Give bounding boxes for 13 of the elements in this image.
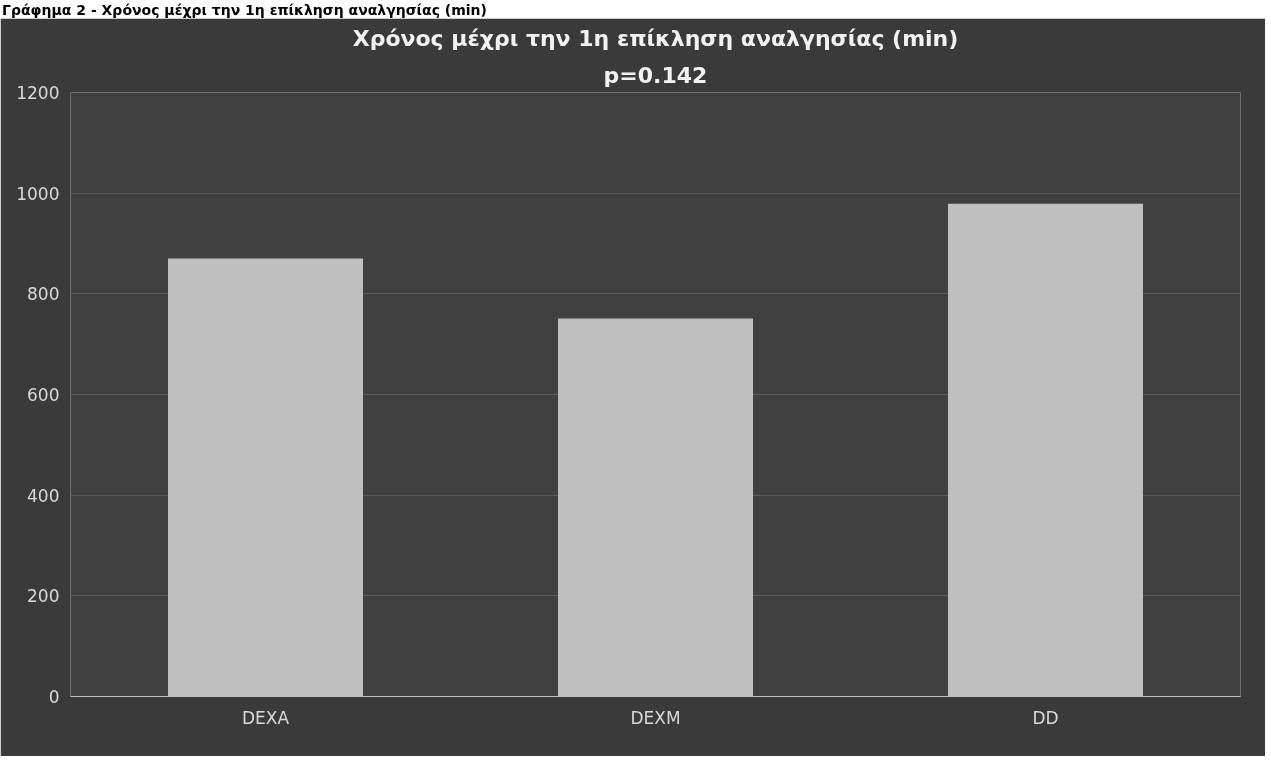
y-tick-label: 800 bbox=[27, 284, 60, 305]
x-tick-label: DEXM bbox=[630, 707, 681, 728]
chart-subtitle: p=0.142 bbox=[603, 62, 708, 88]
y-tick-label: 1200 bbox=[16, 83, 60, 103]
y-tick-label: 1000 bbox=[16, 183, 60, 204]
y-tick-label: 200 bbox=[27, 586, 60, 607]
text: Γράφημα 2 - Χρόνος μέχρι την 1η επίκληση αναλγησίας (min) bbox=[2, 1, 487, 20]
y-tick-label: 0 bbox=[48, 687, 60, 707]
y-tick-label: 400 bbox=[27, 485, 60, 506]
y-tick-label: 600 bbox=[27, 385, 60, 405]
x-tick-label: DEXA bbox=[241, 707, 290, 728]
chart-title: Χρόνος μέχρι την 1η επίκληση αναλγησίας (min) bbox=[352, 25, 959, 51]
x-tick-label: DD bbox=[1032, 707, 1059, 728]
